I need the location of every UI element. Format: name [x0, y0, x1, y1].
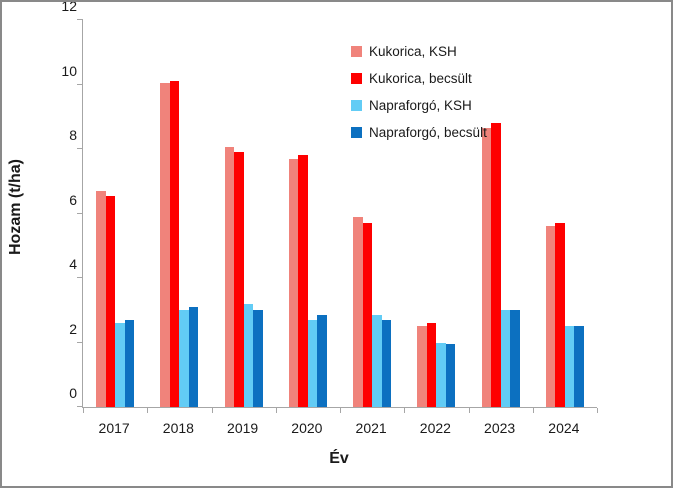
y-axis-tick [77, 406, 83, 407]
bar [188, 307, 199, 407]
bar [160, 82, 170, 407]
legend-swatch-icon [351, 73, 362, 84]
x-axis-labels: 2017 2018 2019 2020 2021 2022 2023 2024 [82, 420, 596, 436]
y-axis-tick [77, 148, 83, 150]
bar-group-2023 [469, 20, 533, 407]
bar [169, 81, 180, 407]
x-axis-category-label: 2023 [484, 420, 516, 436]
bar-group-2017 [83, 20, 147, 407]
bar [243, 303, 254, 407]
bar [307, 319, 318, 407]
plot-area: 0 2 4 6 8 10 12 Kukorica, KSH Kukorica, becsült… [61, 2, 598, 413]
x-axis-category-label: 2018 [162, 420, 194, 436]
y-axis-tick [77, 277, 83, 279]
bar [224, 147, 235, 407]
bar [426, 323, 437, 407]
y-axis-tick-label: 6 [69, 191, 77, 208]
legend-item: Kukorica, becsült [351, 71, 487, 86]
y-axis-title: Hozam (t/ha) [7, 159, 24, 255]
bar [574, 326, 584, 407]
y-axis-tick-label: 2 [69, 320, 77, 337]
legend-label: Napraforgó, KSH [369, 98, 472, 113]
legend-label: Napraforgó, becsült [369, 125, 487, 140]
y-axis-tick-label: 12 [61, 0, 77, 14]
bar [298, 155, 308, 407]
y-axis-tick [77, 19, 83, 20]
bar [124, 319, 135, 407]
bar-group-2022 [404, 20, 468, 407]
y-axis-tick-label: 4 [69, 256, 77, 273]
bar-group-2019 [212, 20, 276, 407]
legend-swatch-icon [351, 127, 362, 138]
bar [288, 158, 299, 407]
bar [115, 323, 125, 407]
y-axis-tick [77, 83, 83, 85]
bar [417, 326, 427, 407]
legend-label: Kukorica, becsült [369, 71, 472, 86]
x-axis-category-label: 2020 [291, 420, 323, 436]
bar [510, 310, 520, 407]
y-axis-tick-label: 0 [69, 385, 77, 401]
bar-group-2020 [276, 20, 340, 407]
x-axis-category-label: 2017 [98, 420, 130, 436]
bar [353, 216, 363, 407]
x-axis-tick [468, 408, 470, 413]
bar [96, 190, 106, 407]
bar [372, 315, 382, 407]
legend-item: Napraforgó, KSH [351, 98, 487, 113]
bar [381, 319, 392, 407]
bar [253, 310, 263, 407]
y-axis-tick [77, 341, 83, 343]
legend-swatch-icon [351, 100, 362, 111]
x-axis-title: Év [329, 450, 349, 467]
x-axis-tick [83, 408, 84, 413]
bar [564, 326, 575, 407]
bar [436, 342, 446, 407]
bar-groups [83, 20, 597, 407]
x-axis-tick [340, 408, 341, 413]
bar [445, 344, 456, 407]
bar [234, 152, 244, 407]
bar [179, 310, 189, 407]
legend-item: Napraforgó, becsült [351, 125, 487, 140]
bar [500, 310, 511, 407]
bar [105, 195, 116, 407]
legend-swatch-icon [351, 46, 362, 57]
bar-group-2024 [533, 20, 597, 407]
bar [545, 226, 556, 407]
x-axis-tick [404, 408, 406, 413]
legend-item: Kukorica, KSH [351, 44, 487, 59]
x-axis-category-label: 2019 [227, 420, 259, 436]
bar [362, 223, 373, 407]
y-axis-tick [77, 212, 83, 214]
bar-group-2021 [340, 20, 404, 407]
bar [481, 128, 492, 407]
bar [491, 123, 501, 407]
x-axis-category-label: 2024 [548, 420, 580, 436]
x-axis-tick [597, 408, 598, 413]
y-axis-tick-label: 8 [69, 127, 77, 144]
bar [555, 223, 565, 407]
x-axis-category-label: 2021 [355, 420, 387, 436]
bar [317, 315, 327, 407]
legend-label: Kukorica, KSH [369, 44, 457, 59]
x-axis-tick [532, 408, 534, 413]
x-axis-tick [211, 408, 213, 413]
y-axis-tick-label: 10 [61, 62, 77, 79]
x-axis-category-label: 2022 [419, 420, 451, 436]
legend: Kukorica, KSH Kukorica, becsült Napraforgó… [351, 44, 487, 140]
x-axis-tick [275, 408, 277, 413]
x-axis-tick [147, 408, 149, 413]
bar-group-2018 [147, 20, 211, 407]
